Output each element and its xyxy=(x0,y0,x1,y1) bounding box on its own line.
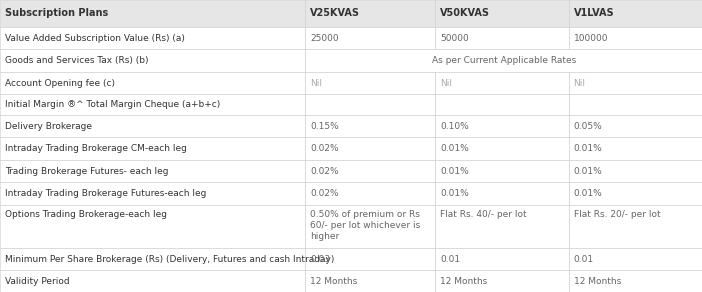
Bar xyxy=(569,115,702,138)
Bar xyxy=(569,138,702,160)
Text: 0.02%: 0.02% xyxy=(310,189,339,198)
Bar xyxy=(569,94,702,115)
Bar xyxy=(435,94,569,115)
Text: Nil: Nil xyxy=(310,79,322,88)
Text: Initial Margin ®^ Total Margin Cheque (a+b+c): Initial Margin ®^ Total Margin Cheque (a… xyxy=(5,100,220,109)
Bar xyxy=(0,270,305,292)
Bar xyxy=(305,94,435,115)
Bar xyxy=(0,72,305,94)
Bar xyxy=(569,248,702,270)
Bar xyxy=(0,115,305,138)
Bar xyxy=(305,115,435,138)
Bar xyxy=(435,138,569,160)
Bar xyxy=(305,72,435,94)
Bar xyxy=(569,205,702,248)
Text: 0.02%: 0.02% xyxy=(310,144,339,153)
Text: Intraday Trading Brokerage Futures-each leg: Intraday Trading Brokerage Futures-each … xyxy=(5,189,206,198)
Bar xyxy=(0,182,305,205)
Text: Goods and Services Tax (Rs) (b): Goods and Services Tax (Rs) (b) xyxy=(5,56,148,65)
Bar xyxy=(0,138,305,160)
Text: 25000: 25000 xyxy=(310,34,339,43)
Bar xyxy=(569,27,702,49)
Text: 0.10%: 0.10% xyxy=(440,122,469,131)
Text: V25KVAS: V25KVAS xyxy=(310,8,360,18)
Bar xyxy=(0,205,305,248)
Bar xyxy=(0,94,305,115)
Text: Nil: Nil xyxy=(574,79,585,88)
Text: Subscription Plans: Subscription Plans xyxy=(5,8,108,18)
Bar xyxy=(305,49,702,72)
Text: 0.03: 0.03 xyxy=(310,255,331,264)
Bar xyxy=(305,160,435,182)
Bar xyxy=(569,160,702,182)
Bar xyxy=(435,270,569,292)
Text: Flat Rs. 20/- per lot: Flat Rs. 20/- per lot xyxy=(574,210,660,219)
Text: Nil: Nil xyxy=(440,79,452,88)
Bar xyxy=(0,0,305,27)
Text: Flat Rs. 40/- per lot: Flat Rs. 40/- per lot xyxy=(440,210,526,219)
Text: 0.01%: 0.01% xyxy=(574,166,602,175)
Text: 100000: 100000 xyxy=(574,34,608,43)
Bar xyxy=(305,0,435,27)
Text: Minimum Per Share Brokerage (Rs) (Delivery, Futures and cash Intraday): Minimum Per Share Brokerage (Rs) (Delive… xyxy=(5,255,334,264)
Bar xyxy=(435,248,569,270)
Text: 0.15%: 0.15% xyxy=(310,122,339,131)
Bar xyxy=(435,205,569,248)
Text: Delivery Brokerage: Delivery Brokerage xyxy=(5,122,92,131)
Text: 0.01%: 0.01% xyxy=(574,144,602,153)
Text: Options Trading Brokerage-each leg: Options Trading Brokerage-each leg xyxy=(5,210,167,219)
Text: 0.01: 0.01 xyxy=(574,255,594,264)
Text: 12 Months: 12 Months xyxy=(440,277,487,286)
Bar xyxy=(569,182,702,205)
Bar xyxy=(569,270,702,292)
Bar xyxy=(569,0,702,27)
Text: 0.05%: 0.05% xyxy=(574,122,602,131)
Text: 12 Months: 12 Months xyxy=(310,277,357,286)
Text: 0.01%: 0.01% xyxy=(574,189,602,198)
Text: 12 Months: 12 Months xyxy=(574,277,621,286)
Bar xyxy=(305,138,435,160)
Bar xyxy=(305,27,435,49)
Bar xyxy=(435,0,569,27)
Text: V1LVAS: V1LVAS xyxy=(574,8,614,18)
Bar xyxy=(305,248,435,270)
Text: 0.02%: 0.02% xyxy=(310,166,339,175)
Text: 0.50% of premium or Rs
60/- per lot whichever is
higher: 0.50% of premium or Rs 60/- per lot whic… xyxy=(310,210,420,241)
Text: V50KVAS: V50KVAS xyxy=(440,8,490,18)
Bar xyxy=(435,160,569,182)
Bar xyxy=(569,72,702,94)
Text: 0.01%: 0.01% xyxy=(440,166,469,175)
Text: Value Added Subscription Value (Rs) (a): Value Added Subscription Value (Rs) (a) xyxy=(5,34,185,43)
Bar xyxy=(0,160,305,182)
Text: Intraday Trading Brokerage CM-each leg: Intraday Trading Brokerage CM-each leg xyxy=(5,144,187,153)
Text: 0.01%: 0.01% xyxy=(440,189,469,198)
Bar xyxy=(0,248,305,270)
Text: As per Current Applicable Rates: As per Current Applicable Rates xyxy=(432,56,576,65)
Bar xyxy=(435,27,569,49)
Bar xyxy=(305,270,435,292)
Text: 0.01%: 0.01% xyxy=(440,144,469,153)
Bar xyxy=(435,182,569,205)
Bar xyxy=(0,27,305,49)
Text: Trading Brokerage Futures- each leg: Trading Brokerage Futures- each leg xyxy=(5,166,168,175)
Bar xyxy=(0,49,305,72)
Text: Account Opening fee (c): Account Opening fee (c) xyxy=(5,79,115,88)
Bar xyxy=(305,205,435,248)
Bar xyxy=(435,72,569,94)
Text: 0.01: 0.01 xyxy=(440,255,461,264)
Text: Validity Period: Validity Period xyxy=(5,277,69,286)
Bar xyxy=(305,182,435,205)
Bar xyxy=(435,115,569,138)
Text: 50000: 50000 xyxy=(440,34,469,43)
